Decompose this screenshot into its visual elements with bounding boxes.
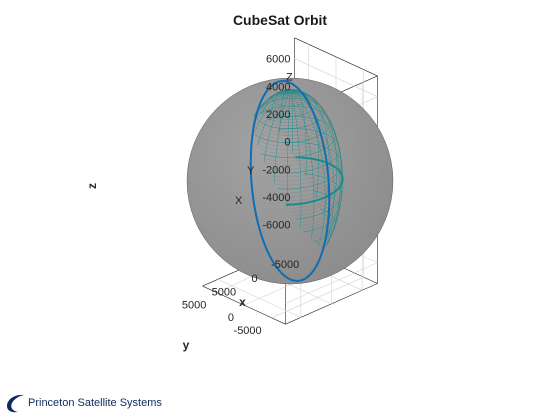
latitude-line (254, 134, 261, 138)
mesh-line (255, 134, 261, 138)
z-axis-label: z (85, 183, 99, 189)
longitude-line (289, 92, 326, 247)
z-tick-label: 4000 (266, 81, 290, 93)
brand-logo: Princeton Satellite Systems (4, 392, 162, 414)
earth-disk (186, 77, 394, 285)
mesh-line (285, 90, 295, 96)
longitude-line (279, 89, 291, 133)
mesh-line (326, 241, 328, 246)
axis-marker-y: Y (247, 165, 255, 177)
mesh-line (268, 128, 340, 174)
longitude-line (263, 92, 291, 162)
longitude-line (287, 92, 291, 207)
earth-sphere (186, 77, 394, 285)
z-tick-label: -2000 (262, 164, 290, 176)
mesh-line (264, 122, 338, 166)
mesh-line (273, 135, 342, 182)
orbit-overlay: X Y Z (235, 71, 344, 282)
z-tick-label: 6000 (266, 54, 290, 66)
longitude-line (273, 92, 291, 183)
x-tick-label: 5000 (212, 286, 236, 298)
mesh-line (259, 94, 321, 123)
axis-marker-z: Z (286, 71, 293, 83)
longitude-line (254, 92, 291, 132)
longitude-line (289, 92, 315, 240)
mesh-line (269, 90, 311, 109)
chart-title: CubeSat Orbit (232, 12, 328, 28)
latitude-line (268, 128, 340, 174)
mesh-line (267, 90, 313, 112)
mesh-line (256, 139, 260, 142)
mesh-line (323, 233, 329, 249)
mesh-line (259, 105, 331, 143)
mesh-line (263, 119, 337, 162)
mesh-line (279, 145, 343, 194)
mesh-line (293, 169, 343, 216)
equator-line (285, 156, 344, 206)
mesh-line (257, 110, 334, 150)
y-tick-label: -5000 (234, 325, 262, 337)
mesh-line (321, 227, 331, 249)
grid-line (271, 276, 364, 319)
axis-marker-x: X (235, 195, 243, 207)
z-tick-label: 0 (284, 137, 290, 149)
mesh-line (299, 181, 342, 227)
mesh-line (257, 103, 329, 139)
longitude-line (257, 92, 291, 146)
z-tick-label: -4000 (262, 192, 290, 204)
longitude-line (261, 91, 291, 115)
z-tick-label: -6000 (262, 220, 290, 232)
mesh-line (271, 89, 309, 107)
mesh-line (258, 108, 332, 147)
y-axis-label: y (183, 338, 190, 352)
latitude-line (260, 116, 336, 158)
mesh-line (295, 173, 343, 220)
mesh-line (252, 121, 263, 131)
brand-text: Princeton Satellite Systems (28, 397, 162, 409)
y-tick-label: 5000 (182, 299, 206, 311)
x-axis-label: x (239, 295, 246, 309)
x-tick-label: -5000 (271, 259, 299, 271)
mesh-line (275, 138, 342, 186)
longitude-line (289, 92, 302, 228)
mesh-line (282, 90, 298, 97)
mesh-line (261, 93, 319, 120)
mesh-line (289, 161, 343, 209)
brand-swoosh-icon (7, 394, 24, 413)
longitude-line (289, 91, 338, 229)
mesh-line (280, 89, 300, 99)
mesh-line (259, 113, 335, 154)
axis-labels: z y x (85, 183, 246, 352)
longitude-line (289, 89, 293, 153)
graticule (252, 89, 343, 249)
mesh-line (291, 165, 343, 213)
mesh-line (306, 194, 339, 235)
orbit-path (249, 80, 331, 282)
y-tick-label: 0 (228, 312, 234, 324)
tick-labels: 6000400020000-2000-4000-6000-500005000-5… (182, 54, 299, 337)
longitude-line (253, 92, 291, 124)
mesh-line (270, 131, 341, 178)
longitude-line (256, 91, 291, 114)
longitude-line (289, 89, 307, 177)
longitude-line (289, 92, 341, 246)
mesh-line (278, 89, 302, 101)
mesh-line (253, 101, 328, 136)
mesh-line (297, 177, 342, 223)
x-tick-label: 0 (251, 273, 257, 285)
mesh-line (253, 129, 262, 135)
mesh-line (263, 92, 317, 117)
longitude-line (289, 92, 342, 237)
mesh-line (267, 125, 339, 170)
longitude-line (289, 92, 335, 247)
mesh-line (277, 142, 343, 190)
z-tick-label: 2000 (266, 109, 290, 121)
mesh-line (265, 91, 315, 114)
mesh-line (261, 116, 336, 158)
longitude-line (290, 92, 343, 244)
mesh-line (302, 186, 341, 229)
